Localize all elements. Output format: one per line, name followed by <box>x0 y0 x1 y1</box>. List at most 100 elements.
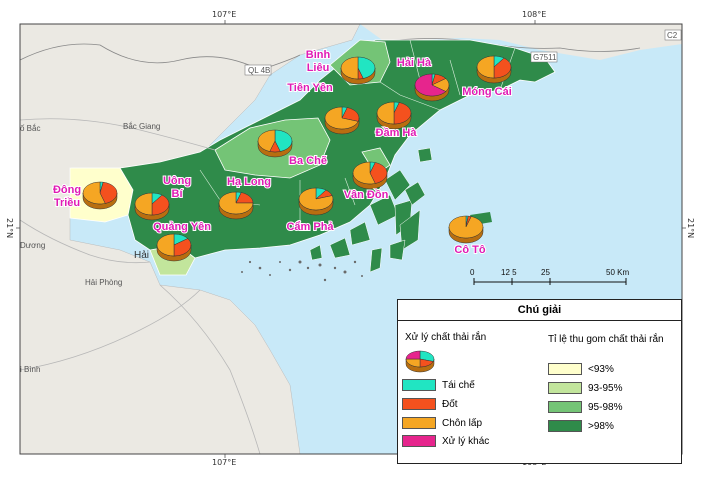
lon-label-top-right: 108°E <box>522 10 547 19</box>
label-place-10: Cẩm Phả <box>286 221 334 233</box>
legend-swatch-95-98 <box>548 401 582 413</box>
legend-item-landfill: Chôn lấp <box>402 417 482 429</box>
pie-place-2-slice-burn <box>493 57 512 79</box>
road-shield-ql4b: QL 4B <box>244 64 272 76</box>
label-bac-giang: Bắc Giang <box>123 122 160 131</box>
north-region <box>360 24 682 60</box>
pie-place-6-slice-burn <box>99 181 118 204</box>
label-place-10-line-0: Cẩm Phả <box>286 221 334 233</box>
pie-place-11-slice-burn <box>369 162 388 184</box>
label-place-12-line-0: Cô Tô <box>454 244 485 256</box>
label-place-7-line-0: Uông <box>163 175 191 187</box>
label-place-12: Cô Tô <box>454 244 485 256</box>
legend-choropleth-heading: Tỉ lệ thu gom chất thải rắn <box>548 334 664 345</box>
pie-place-1-slice-other <box>414 73 447 97</box>
legend-pie-heading: Xử lý chất thải rắn <box>405 332 487 343</box>
legend-item-93-95: 93-95% <box>548 382 622 394</box>
legend-label-93-95: 93-95% <box>588 382 623 394</box>
label-place-6: Đông Triều <box>53 184 81 209</box>
label-place-5-line-0: Ba Chẽ <box>289 155 327 167</box>
legend-item-lt93: <93% <box>548 363 614 375</box>
label-bac-giang-city: ố Bắc <box>20 124 40 133</box>
label-place-8-line-0: Hạ Long <box>227 176 271 188</box>
label-place-3: Tiên Yên <box>287 82 333 94</box>
label-place-2: Móng Cái <box>462 86 512 98</box>
road-shield-g7511: G7511 <box>530 51 558 63</box>
scale-tick-1: 12 5 <box>501 268 517 277</box>
pie-place-7-slice-burn <box>151 194 170 216</box>
label-place-0-line-1: Liêu <box>307 62 330 74</box>
legend-pie-example-slice-other <box>405 350 421 360</box>
pie-place-4-slice-landfill <box>376 101 395 125</box>
label-place-0-line-0: Bình <box>306 49 331 61</box>
legend-divider <box>398 320 681 321</box>
svg-text:C2: C2 <box>667 31 678 40</box>
legend-label-landfill: Chôn lấp <box>442 417 483 429</box>
label-place-4: Đầm Hà <box>376 127 418 139</box>
legend-box: Chú giải Xử lý chất thải rắn Tỉ lệ thu g… <box>397 299 682 464</box>
graticule-ticks <box>16 20 686 458</box>
rocky-islets <box>241 260 363 282</box>
label-place-9-line-0: Quảng Yên <box>153 221 211 233</box>
label-place-3-line-0: Tiên Yên <box>287 82 333 94</box>
pie-place-9 <box>156 233 192 262</box>
pie-place-11 <box>352 161 388 190</box>
road-shield-c2: C2 <box>664 29 682 41</box>
pie-place-5 <box>257 129 293 158</box>
label-hai: Hải <box>134 250 149 261</box>
legend-swatch-landfill <box>402 417 436 429</box>
legend-item-95-98: 95-98% <box>548 401 622 413</box>
legend-swatch-lt93 <box>548 363 582 375</box>
label-place-4-line-0: Đầm Hà <box>376 127 418 139</box>
place-labels: Bình Liêu Hải Hà Móng Cái Tiên Yên Đầm Hà Ba C… <box>52 48 513 257</box>
pie-place-1 <box>414 73 450 102</box>
label-place-11: Vân Đồn <box>344 189 389 201</box>
pie-place-6 <box>82 181 118 210</box>
svg-text:QL 4B: QL 4B <box>248 66 270 75</box>
pie-place-12 <box>448 215 484 244</box>
pie-place-6-slice-landfill <box>82 181 106 205</box>
pie-place-8-slice-landfill <box>218 191 254 215</box>
pie-place-11-slice-landfill <box>352 161 376 185</box>
pie-place-0 <box>340 56 376 85</box>
scale-tick-3: 50 Km <box>606 268 629 277</box>
pie-place-10-slice-landfill <box>298 187 334 211</box>
label-place-5: Ba Chẽ <box>289 155 327 167</box>
legend-swatch-gt98 <box>548 420 582 432</box>
legend-label-other: Xử lý khác <box>442 435 490 447</box>
scale-tick-2: 25 <box>541 268 550 277</box>
legend-item-burn: Đốt <box>402 398 458 410</box>
label-duong: Dương <box>20 241 45 250</box>
legend-item-recycle: Tái chế <box>402 379 475 391</box>
legend-swatch-burn <box>402 398 436 410</box>
label-place-1-line-0: Hải Hà <box>397 57 432 69</box>
label-place-6-line-1: Triều <box>54 197 80 209</box>
legend-swatch-93-95 <box>548 382 582 394</box>
lon-label-bottom-left: 107°E <box>212 458 237 467</box>
pie-place-10 <box>298 187 334 216</box>
legend-item-gt98: >98% <box>548 420 614 432</box>
legend-swatch-recycle <box>402 379 436 391</box>
label-place-1: Hải Hà <box>397 57 432 69</box>
label-place-8: Hạ Long <box>227 176 271 188</box>
label-place-0: Bình Liêu <box>306 49 331 74</box>
pie-place-4 <box>376 101 412 130</box>
pie-place-8 <box>218 191 254 220</box>
pie-charts <box>82 55 512 262</box>
pie-place-7 <box>134 192 170 221</box>
label-place-11-line-0: Vân Đồn <box>344 189 389 201</box>
legend-item-other: Xử lý khác <box>402 435 489 447</box>
roads <box>19 118 261 455</box>
label-hai-phong: Hải Phòng <box>85 278 122 287</box>
lon-label-top-left: 107°E <box>212 10 237 19</box>
scale-bar: 0 12 5 25 50 Km <box>470 268 629 285</box>
label-place-7: Uông Bí <box>163 175 191 200</box>
pie-place-4-slice-burn <box>393 102 412 125</box>
pie-place-12-slice-landfill <box>448 215 484 239</box>
pie-place-9-slice-landfill <box>156 233 175 257</box>
pie-place-3-slice-landfill <box>324 106 359 130</box>
pie-place-0-slice-recycle <box>357 56 376 79</box>
pie-place-5-slice-recycle <box>274 129 293 152</box>
legend-pie-example-slice-recycle <box>419 350 435 362</box>
